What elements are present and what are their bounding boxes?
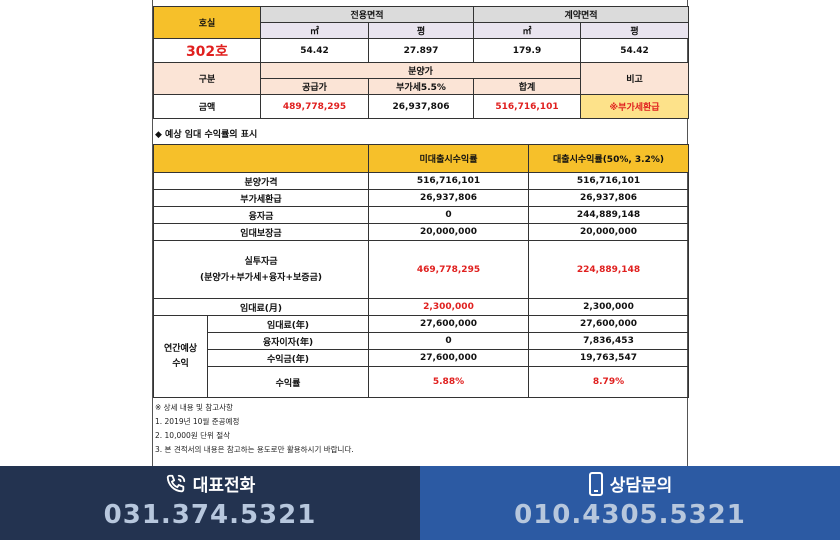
actual-investment-formula: (분양가+부가세+융자+보증금)	[200, 272, 322, 283]
annual-row-label: 수익금(年)	[207, 349, 369, 367]
note-line: 1. 2019년 10월 준공예정	[155, 417, 240, 426]
exclusive-pyeong: 27.897	[368, 38, 474, 63]
row-label: 임대보장금	[153, 223, 369, 241]
annual-row-label: 임대료(年)	[207, 315, 369, 333]
row-label: 융자금	[153, 206, 369, 224]
annual-row-no-loan: 27,600,000	[368, 315, 529, 333]
yield-label: 수익률	[207, 366, 369, 398]
yield-loan: 8.79%	[528, 366, 689, 398]
exclusive-area-header: 전용면적	[260, 6, 474, 23]
exclusive-sqm: 54.42	[260, 38, 369, 63]
vat-value: 26,937,806	[368, 94, 474, 119]
actual-investment-loan: 224,889,148	[528, 240, 689, 299]
annual-income-label: 연간예상 수익	[153, 315, 208, 398]
supply-price-header: 공급가	[260, 78, 369, 95]
room-number: 302호	[153, 38, 261, 63]
monthly-rent-loan: 2,300,000	[528, 298, 689, 316]
actual-investment-no-loan: 469,778,295	[368, 240, 529, 299]
annual-row-loan: 19,763,547	[528, 349, 689, 367]
consult-label: 상담문의	[609, 476, 673, 496]
row-no-loan: 20,000,000	[368, 223, 529, 241]
mobile-icon	[588, 471, 604, 501]
row-no-loan: 26,937,806	[368, 189, 529, 207]
unit-info-table: 호실 전용면적 계약면적 ㎡ 평 ㎡ 평 302호 54.42 27.897 1…	[153, 6, 689, 119]
unit-pyeong: 평	[580, 22, 689, 39]
quote-sheet: 호실 전용면적 계약면적 ㎡ 평 ㎡ 평 302호 54.42 27.897 1…	[152, 0, 689, 466]
annual-row-no-loan: 0	[368, 332, 529, 350]
annual-row-loan: 27,600,000	[528, 315, 689, 333]
main-phone-number[interactable]: 031.374.5321	[103, 500, 317, 530]
main-phone-label: 대표전화	[192, 476, 256, 496]
note-line: 2. 10,000원 단위 절삭	[155, 431, 231, 440]
total-value: 516,716,101	[473, 94, 581, 119]
contract-pyeong: 54.42	[580, 38, 689, 63]
annual-row-label: 융자이자(年)	[207, 332, 369, 350]
note-line: 3. 본 견적서의 내용은 참고하는 용도로만 활용하시기 바랍니다.	[155, 445, 354, 454]
unit-sqm: ㎡	[473, 22, 581, 39]
row-no-loan: 516,716,101	[368, 172, 529, 190]
yield-corner	[153, 144, 369, 173]
no-loan-header: 미대출시수익률	[368, 144, 529, 173]
actual-investment-title: 실투자금	[244, 256, 278, 267]
vat-header: 부가세5.5%	[368, 78, 474, 95]
remarks-header: 비고	[580, 62, 689, 95]
phone-icon	[165, 473, 187, 500]
loan-header: 대출시수익률(50%, 3.2%)	[528, 144, 689, 173]
total-header: 합계	[473, 78, 581, 95]
row-loan: 244,889,148	[528, 206, 689, 224]
contract-area-header: 계약면적	[473, 6, 689, 23]
annual-row-no-loan: 27,600,000	[368, 349, 529, 367]
row-loan: 516,716,101	[528, 172, 689, 190]
notes: ※ 상세 내용 및 참고사항 1. 2019년 10월 준공예정 2. 10,0…	[155, 401, 354, 457]
main-phone-panel[interactable]: 대표전화 031.374.5321	[0, 466, 420, 540]
category-header: 구분	[153, 62, 261, 95]
row-loan: 26,937,806	[528, 189, 689, 207]
row-label: 분양가격	[153, 172, 369, 190]
sale-price-header: 분양가	[260, 62, 581, 79]
consult-phone-number[interactable]: 010.4305.5321	[514, 500, 746, 530]
supply-price-value: 489,778,295	[260, 94, 369, 119]
monthly-rent-label: 임대료(月)	[153, 298, 369, 316]
contract-sqm: 179.9	[473, 38, 581, 63]
row-loan: 20,000,000	[528, 223, 689, 241]
room-header: 호실	[153, 6, 261, 39]
row-label: 부가세환급	[153, 189, 369, 207]
annual-row-loan: 7,836,453	[528, 332, 689, 350]
note-line: ※ 상세 내용 및 참고사항	[155, 403, 233, 412]
yield-no-loan: 5.88%	[368, 366, 529, 398]
section-title: ◆ 예상 임대 수익률의 표시	[155, 130, 258, 140]
consult-phone-panel[interactable]: 상담문의 010.4305.5321	[420, 466, 840, 540]
unit-pyeong: 평	[368, 22, 474, 39]
amount-label: 금액	[153, 94, 261, 119]
actual-investment-label: 실투자금 (분양가+부가세+융자+보증금)	[153, 240, 369, 299]
yield-table: 미대출시수익률 대출시수익률(50%, 3.2%) 분양가격 516,716,1…	[153, 144, 689, 398]
monthly-rent-no-loan: 2,300,000	[368, 298, 529, 316]
contact-footer: 대표전화 031.374.5321 상담문의 010.4305.5321	[0, 466, 840, 540]
vat-refund-note: ※부가세환급	[580, 94, 689, 119]
unit-sqm: ㎡	[260, 22, 369, 39]
row-no-loan: 0	[368, 206, 529, 224]
